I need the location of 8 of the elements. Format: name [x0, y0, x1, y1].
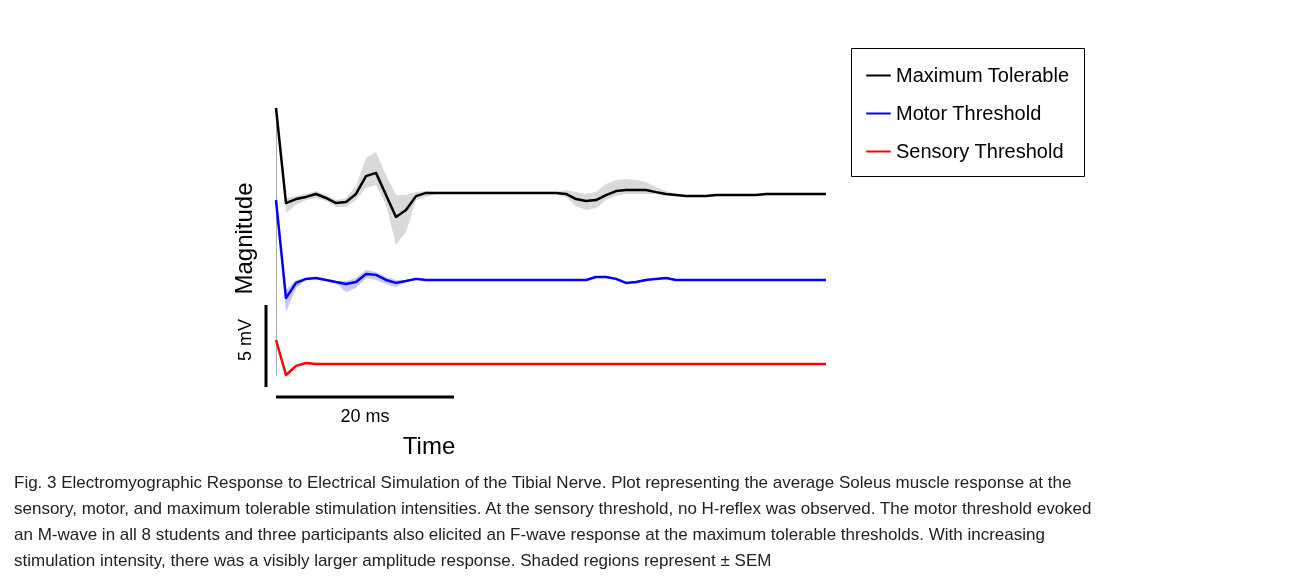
legend-label: Sensory Threshold	[896, 139, 1064, 162]
legend-label: Maximum Tolerable	[896, 63, 1070, 86]
caption: Fig. 3 Electromyographic Response to Electrical Simulation of the Tibial Nerve. Plot representing the average Soleus muscle response at the sensory, motor, and maximum tolerable stimulation intensities. At the sensory threshold, no H-reflex was observed. The motor threshold evoked an M-wave in all 8 students and three participants also elicited an F-wave response at the maximum tolerable thresholds. With increasing stimulation intensity, there was a visibly larger amplitude response. Shaded regions represent ± SEM	[14, 473, 1092, 570]
text: 5 mV	[235, 318, 255, 362]
x-axis-title: Time	[402, 432, 456, 459]
text: 20 ms	[340, 406, 390, 426]
y-axis-title: Magnitude	[229, 182, 257, 295]
legend-label: Motor Threshold	[896, 101, 1042, 124]
